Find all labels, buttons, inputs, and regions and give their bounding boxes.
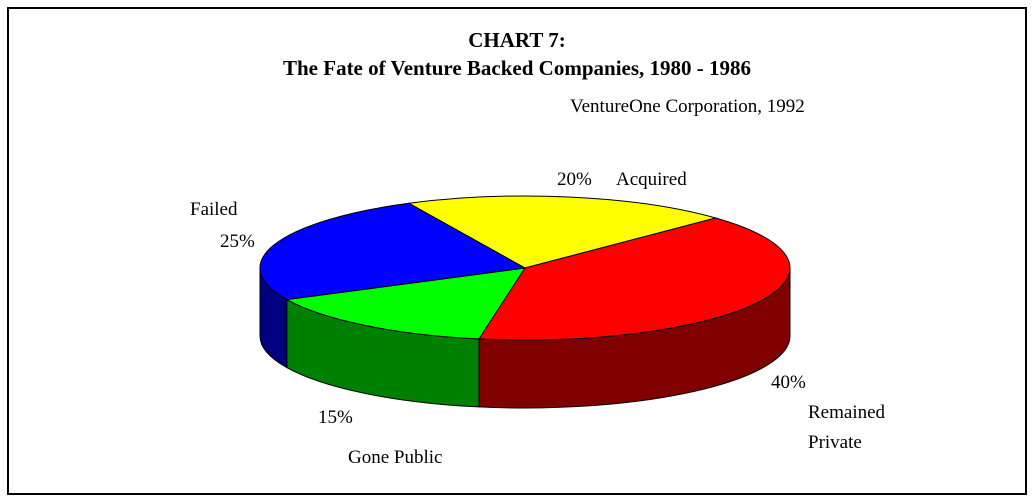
slice bbox=[285, 267, 527, 340]
slice bbox=[478, 217, 791, 341]
value-label: 40% bbox=[771, 372, 806, 393]
chart-subtitle: The Fate of Venture Backed Companies, 19… bbox=[282, 56, 752, 80]
category-label: Acquired bbox=[616, 169, 687, 190]
value-label: 25% bbox=[220, 231, 255, 252]
slice bbox=[407, 195, 718, 269]
source-note: VentureOne Corporation, 1992 bbox=[570, 96, 805, 117]
category-label: Remained Private bbox=[808, 402, 886, 453]
category-label: Failed bbox=[190, 199, 238, 220]
slice bbox=[259, 202, 527, 301]
value-label: 20% bbox=[557, 169, 592, 190]
category-label: Gone Public bbox=[348, 447, 443, 468]
chart-title: CHART 7: bbox=[468, 28, 566, 52]
value-label: 15% bbox=[318, 407, 353, 428]
